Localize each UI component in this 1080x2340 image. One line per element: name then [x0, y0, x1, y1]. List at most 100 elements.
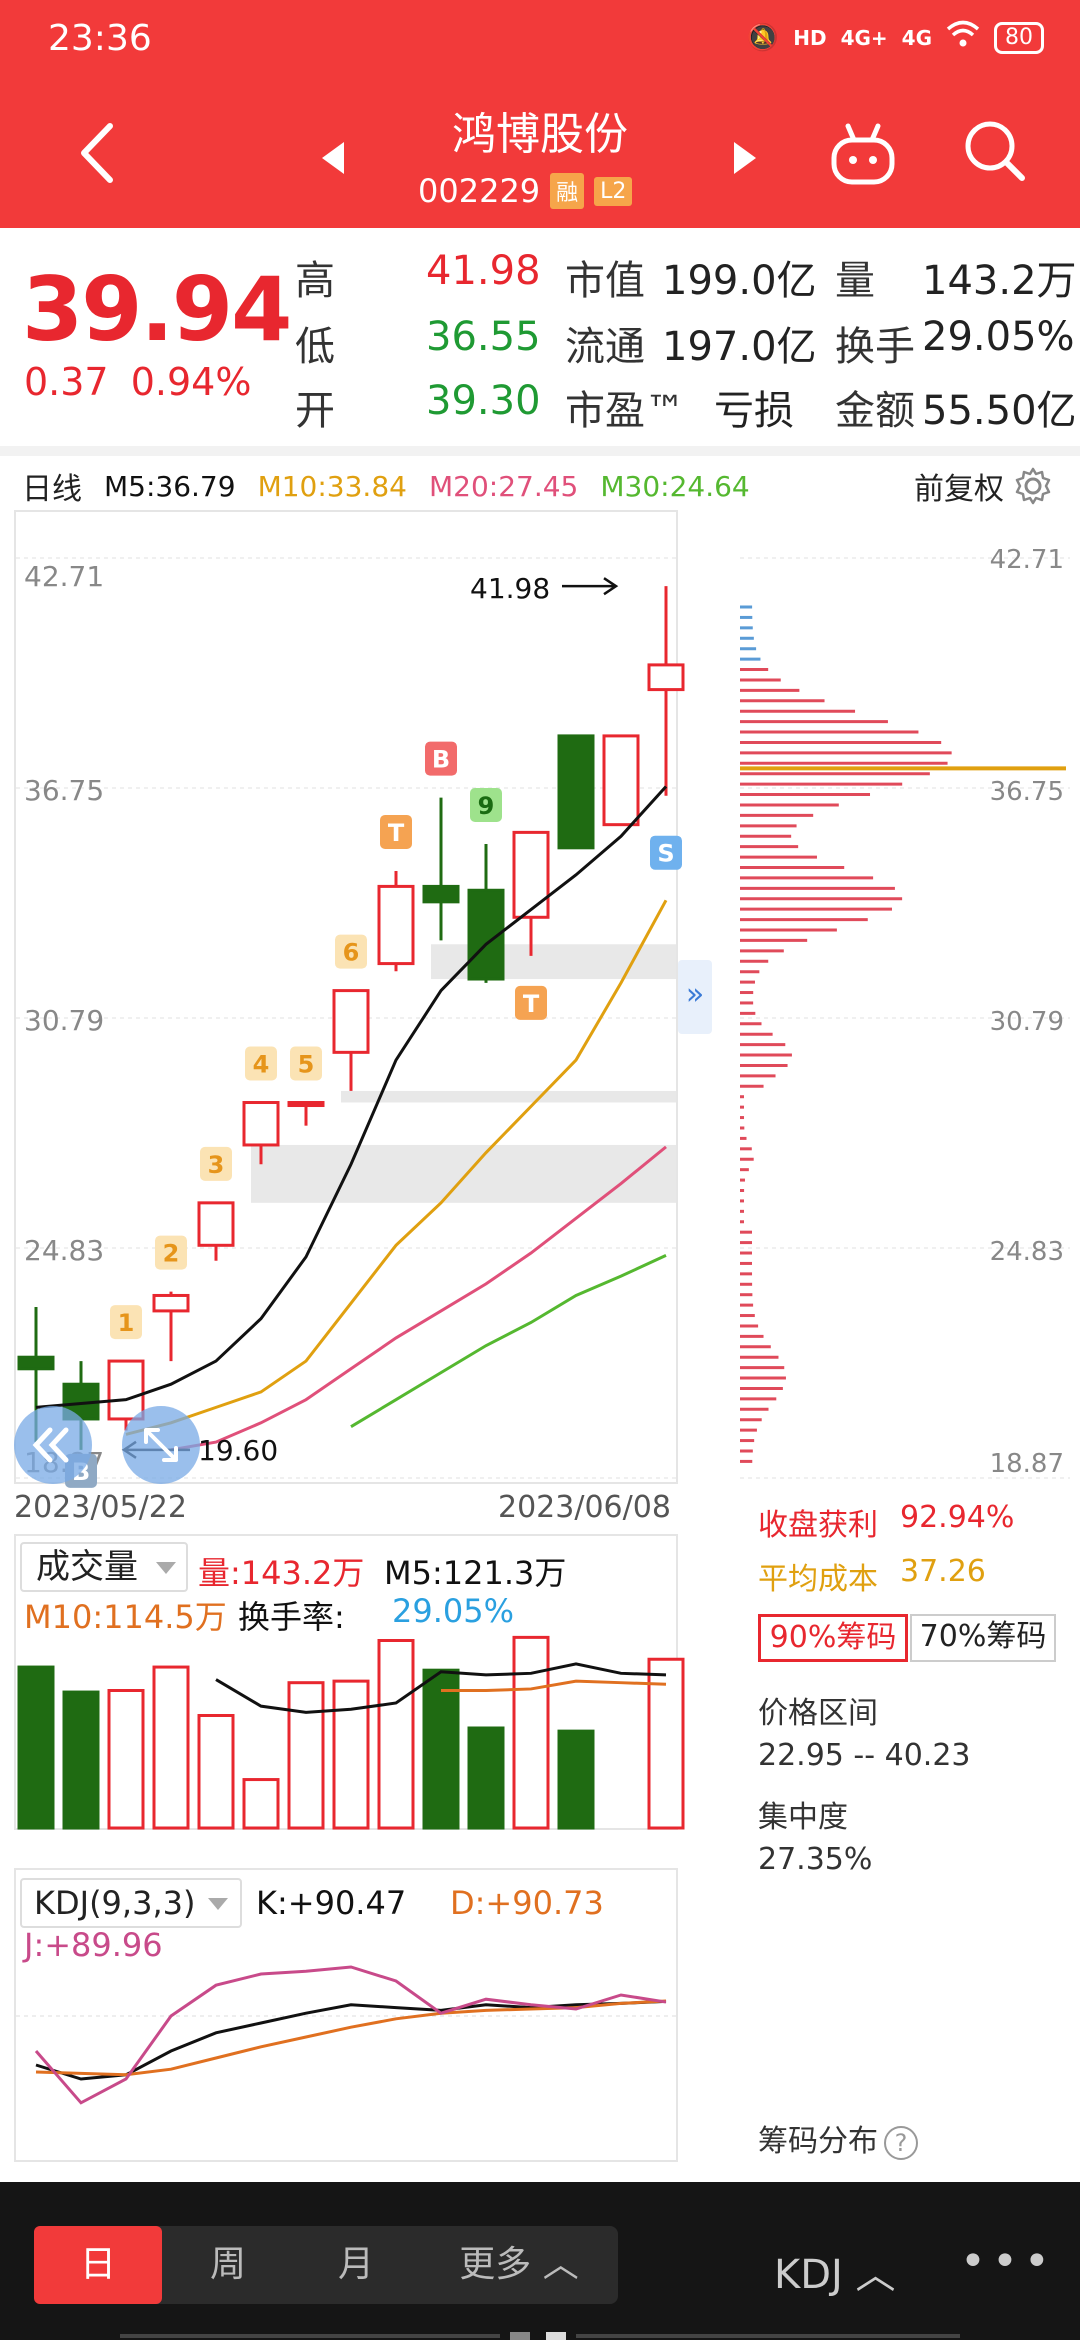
volume-bar	[17, 1665, 55, 1830]
ma-line-m20	[170, 1145, 667, 1452]
avg-cost-label: 平均成本	[758, 1562, 878, 1597]
kdj-indicator-select[interactable]: KDJ(9,3,3)	[20, 1878, 242, 1928]
scroll-start-button[interactable]	[14, 1406, 92, 1484]
kline-chart[interactable]: 42.71 42.71 36.75 36.75 30.79 30.79 24.83 24.83…	[0, 500, 1080, 1490]
candle-body	[512, 830, 550, 919]
y-tick-label: 30.79	[24, 1004, 104, 1037]
high-label: 高	[295, 258, 335, 304]
tab-more[interactable]: 更多 ︿	[459, 2244, 579, 2285]
low-label: 低	[295, 324, 335, 370]
signal-tag-label: 6	[343, 939, 360, 967]
signal-tag-label: 9	[478, 792, 495, 820]
candle-body	[197, 1201, 235, 1247]
quote-panel: 39.94 0.37 0.94% 高 41.98 低 36.55 开 39.30…	[0, 228, 1080, 448]
signal-4g-plus-icon: 4G+	[840, 25, 888, 50]
volume-bar	[332, 1679, 370, 1830]
adjust-button[interactable]: 前复权	[914, 464, 1052, 508]
float-value: 197.0亿	[662, 324, 817, 370]
signal-tag	[290, 1046, 322, 1081]
ma-legend: 日线 M5:36.79 M10:33.84 M20:27.45 M30:24.6…	[22, 466, 1062, 508]
volume-value-label: 量:143.2万	[198, 1554, 365, 1592]
dropdown-icon	[156, 1562, 176, 1574]
adjust-label: 前复权	[914, 472, 1004, 507]
next-stock-button[interactable]	[730, 138, 760, 178]
indicator-switch-button[interactable]: KDJ ︿	[774, 2252, 896, 2298]
signal-tag-label: 5	[298, 1051, 315, 1079]
signal-tag	[110, 1305, 142, 1340]
kdj-chart-frame[interactable]	[14, 1868, 678, 2162]
kdj-line-d	[35, 1999, 667, 2077]
tab-week[interactable]: 周	[209, 2244, 246, 2285]
candle-body	[17, 1355, 55, 1371]
gap-zone	[341, 1090, 676, 1103]
status-bar: 23:36 🔕 HD 4G+ 4G 80	[0, 0, 1080, 80]
current-price: 39.94	[22, 258, 292, 361]
volume-chart[interactable]	[0, 1620, 700, 1832]
divider	[0, 446, 1080, 456]
y-tick-label: 36.75	[24, 774, 104, 807]
chip-90-tab[interactable]: 90%筹码	[758, 1614, 908, 1662]
kdj-k-label: K:+90.47	[256, 1884, 407, 1922]
max-price-arrow	[562, 577, 619, 596]
concentration-value: 27.35%	[758, 1842, 873, 1877]
signal-tag	[245, 1046, 277, 1081]
chip-y-tick-label: 24.83	[990, 1237, 1064, 1267]
prev-stock-button[interactable]	[318, 138, 348, 178]
candle-body	[152, 1293, 190, 1313]
stock-name: 鸿博股份	[452, 109, 628, 160]
volume-bar	[647, 1657, 685, 1830]
volume-label: 量	[835, 258, 875, 304]
search-button[interactable]	[960, 116, 1030, 186]
chip-70-tab[interactable]: 70%筹码	[910, 1614, 1056, 1662]
candle-body	[287, 1101, 325, 1108]
app-header: 23:36 🔕 HD 4G+ 4G 80 鸿博股份 002229 融 L2	[0, 0, 1080, 228]
ma5-label: M5:36.79	[104, 469, 236, 503]
kline-chart-frame[interactable]	[14, 510, 678, 1484]
signal-tag-label: S	[657, 840, 674, 868]
volume-bar	[422, 1668, 460, 1830]
turnover-value: 29.05%	[922, 314, 1075, 360]
high-value: 41.98	[426, 248, 541, 294]
turnover-rate-label: 换手率:	[238, 1598, 345, 1636]
close-profit-value: 92.94%	[900, 1500, 1015, 1535]
tab-day[interactable]: 日	[34, 2226, 162, 2304]
end-date: 2023/06/08	[498, 1490, 671, 1525]
avg-cost-value: 37.26	[900, 1554, 986, 1589]
volume-ma-line-m10	[441, 1679, 667, 1692]
margin-badge: 融	[550, 173, 585, 209]
signal-tag	[470, 787, 502, 822]
wifi-icon	[946, 20, 980, 55]
more-menu-button[interactable]: •••	[960, 2236, 1056, 2287]
volume-ma-line-m5	[215, 1662, 667, 1714]
help-icon[interactable]: ?	[884, 2125, 918, 2160]
hd-icon: HD	[793, 25, 827, 50]
signal-tag	[200, 1146, 232, 1181]
bottom-toolbar: 日 周 月 更多 ︿ KDJ ︿ •••	[0, 2182, 1080, 2340]
signal-tag-label: T	[388, 819, 405, 847]
price-range-label: 价格区间	[758, 1696, 878, 1731]
signal-tag	[425, 741, 457, 776]
signal-tag-label: 1	[118, 1309, 135, 1337]
nav-row: 鸿博股份 002229 融 L2	[0, 90, 1080, 220]
y-tick-label: 24.83	[24, 1234, 104, 1267]
assistant-button[interactable]	[828, 120, 898, 190]
signal-tag	[380, 814, 412, 849]
concentration-label: 集中度	[758, 1800, 848, 1835]
tab-month[interactable]: 月	[337, 2244, 374, 2285]
gear-icon[interactable]	[1014, 467, 1052, 505]
back-button[interactable]	[70, 118, 130, 188]
amount-value: 55.50亿	[922, 388, 1077, 434]
expand-arrows-icon	[144, 1428, 178, 1462]
fullscreen-button[interactable]	[122, 1406, 200, 1484]
signal-4g-icon: 4G	[901, 25, 932, 50]
kdj-chart[interactable]	[0, 1960, 700, 2160]
chip-distribution-footer[interactable]: 筹码分布?	[758, 2116, 918, 2160]
ma-line-m30	[350, 1253, 667, 1428]
signal-tag-label: 3	[208, 1151, 225, 1179]
candle-body	[242, 1101, 280, 1147]
pe-label: 市盈™	[565, 388, 685, 434]
volume-indicator-select[interactable]: 成交量	[20, 1542, 188, 1592]
volume-bar	[287, 1681, 325, 1830]
kdj-j-label: J:+89.96	[24, 1926, 163, 1964]
expand-panel-button[interactable]: »	[678, 960, 712, 1034]
